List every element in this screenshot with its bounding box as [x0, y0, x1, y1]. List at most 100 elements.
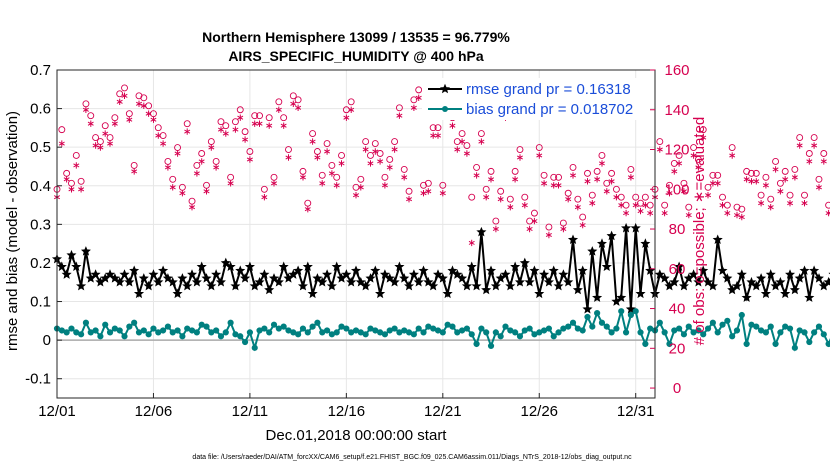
rmse-marker	[177, 273, 188, 283]
bias-marker	[217, 333, 225, 340]
obs-possible-marker	[767, 195, 775, 203]
bias-marker	[179, 333, 186, 340]
obs-possible-marker	[241, 128, 249, 136]
rmse-marker	[129, 265, 140, 275]
obs-evaluated-marker	[434, 132, 442, 139]
obs-evaluated-marker	[545, 231, 552, 239]
bias-marker	[116, 327, 123, 334]
y-tick-label: 0.3	[30, 216, 51, 233]
rmse-marker	[529, 265, 540, 275]
obs-possible-marker	[776, 179, 784, 187]
rmse-marker	[240, 273, 251, 283]
x-tick-label: 12/11	[232, 403, 268, 420]
obs-evaluated-marker	[589, 200, 596, 207]
bias-marker	[569, 319, 577, 326]
bias-marker	[295, 331, 302, 338]
obs-possible-marker	[82, 100, 90, 108]
y2-tick-label: 80	[669, 221, 686, 238]
obs-possible-marker	[304, 199, 312, 207]
obs-evaluated-marker	[246, 156, 253, 163]
bias-marker	[729, 333, 736, 340]
obs-possible-marker	[236, 106, 244, 114]
bias-marker	[449, 323, 456, 330]
y-tick-label: 0.1	[30, 294, 51, 311]
rmse-marker	[80, 246, 91, 256]
rmse-marker	[61, 269, 72, 279]
bias-marker	[150, 325, 157, 332]
obs-evaluated-marker	[439, 190, 446, 197]
obs-possible-marker	[530, 209, 538, 217]
obs-possible-marker	[627, 165, 635, 173]
rmse-marker	[437, 273, 448, 283]
obs-evaluated-marker	[661, 209, 668, 217]
obs-possible-marker	[227, 173, 235, 181]
rmse-marker	[293, 265, 304, 275]
bias-marker	[502, 323, 509, 330]
obs-evaluated-marker	[131, 168, 138, 175]
obs-possible-marker	[521, 193, 529, 201]
rmse-marker	[432, 269, 444, 279]
obs-possible-marker	[666, 181, 673, 189]
obs-possible-marker	[376, 150, 384, 157]
rmse-marker	[751, 280, 762, 291]
obs-evaluated-marker	[430, 132, 437, 139]
rmse-marker	[273, 276, 284, 287]
rmse-marker	[196, 261, 207, 272]
obs-evaluated-marker	[415, 94, 422, 101]
rmse-marker	[182, 280, 193, 291]
rmse-marker	[447, 265, 458, 275]
obs-evaluated-marker	[666, 190, 673, 197]
obs-possible-marker	[395, 104, 403, 112]
y-axis-left-label: rmse and bias (model - observation)	[4, 111, 21, 351]
rmse-marker	[389, 276, 400, 287]
bias-marker	[270, 321, 278, 328]
obs-evaluated-marker	[299, 174, 306, 181]
rmse-marker	[278, 261, 289, 272]
bias-marker	[579, 327, 586, 334]
bias-marker	[584, 313, 591, 321]
obs-possible-marker	[135, 92, 143, 100]
bias-marker	[714, 329, 721, 336]
y2-tick-label: 60	[669, 261, 686, 278]
obs-evaluated-marker	[468, 239, 475, 247]
obs-evaluated-marker	[295, 104, 302, 111]
obs-possible-marker	[685, 203, 693, 211]
obs-evaluated-marker	[685, 211, 692, 219]
legend-label-bias: bias grand pr = 0.018702	[466, 101, 633, 118]
obs-evaluated-series	[53, 92, 830, 247]
bias-marker	[719, 321, 726, 328]
obs-possible-marker	[63, 169, 71, 177]
bias-marker	[753, 323, 760, 330]
rmse-marker	[399, 273, 410, 283]
rmse-marker	[534, 288, 545, 299]
obs-possible-marker	[632, 193, 640, 201]
obs-evaluated-marker	[565, 196, 572, 203]
obs-possible-marker	[820, 150, 828, 157]
obs-evaluated-marker	[656, 146, 663, 153]
obs-evaluated-marker	[82, 106, 89, 113]
obs-possible-marker	[612, 185, 620, 193]
bias-marker	[632, 308, 639, 315]
obs-evaluated-marker	[203, 188, 210, 195]
bias-marker	[743, 340, 750, 348]
bias-marker	[700, 331, 707, 338]
obs-evaluated-marker	[367, 160, 374, 167]
bias-marker	[299, 325, 307, 332]
rmse-marker	[408, 269, 419, 279]
obs-evaluated-marker	[111, 120, 118, 127]
obs-evaluated-marker	[608, 178, 615, 185]
rmse-marker	[606, 230, 617, 241]
rmse-marker	[254, 276, 265, 287]
obs-possible-marker	[313, 148, 321, 155]
obs-evaluated-marker	[261, 194, 268, 201]
obs-evaluated-marker	[483, 194, 490, 201]
rmse-marker	[268, 273, 280, 283]
obs-possible-marker	[275, 98, 283, 106]
obs-possible-marker	[477, 130, 485, 138]
rmse-marker	[259, 269, 270, 279]
obs-possible-marker	[608, 169, 616, 177]
rmse-marker	[162, 273, 173, 283]
rmse-marker	[138, 273, 149, 283]
obs-evaluated-marker	[425, 188, 432, 195]
rmse-marker	[519, 257, 530, 268]
